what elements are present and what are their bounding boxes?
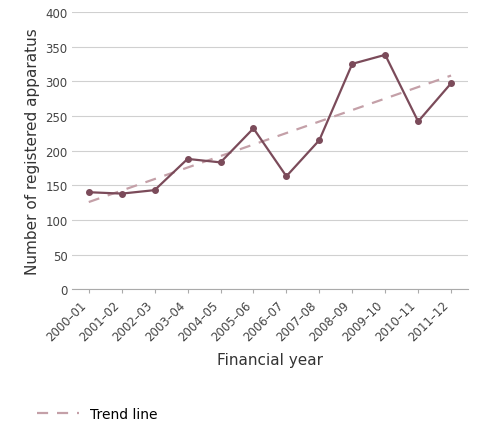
Y-axis label: Number of registered apparatus: Number of registered apparatus <box>25 28 40 274</box>
Legend: Trend line: Trend line <box>32 402 163 426</box>
X-axis label: Financial year: Financial year <box>217 352 323 367</box>
